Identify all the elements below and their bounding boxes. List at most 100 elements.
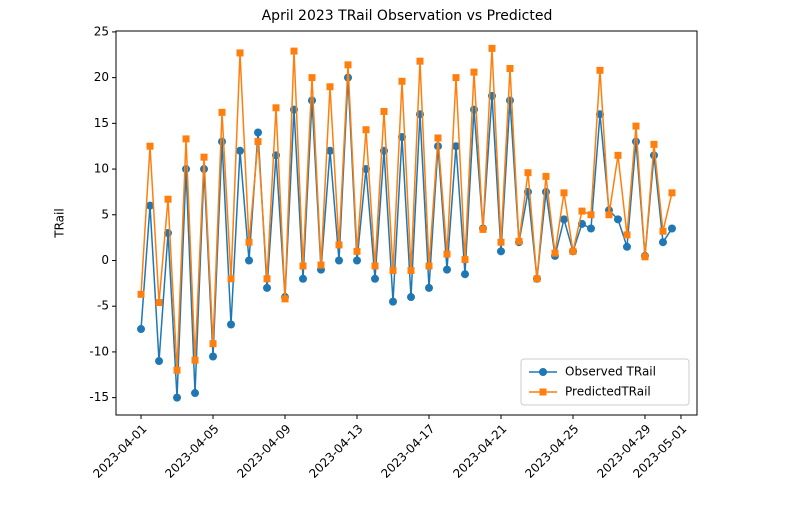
marker: [263, 283, 272, 292]
marker: [560, 189, 568, 197]
y-tick-label: 15: [94, 116, 109, 130]
marker: [137, 290, 145, 298]
marker: [335, 256, 344, 265]
marker: [173, 393, 182, 402]
marker: [461, 256, 469, 264]
marker: [191, 356, 199, 364]
marker: [460, 270, 469, 279]
x-tick-label: 2023-04-05: [162, 422, 221, 481]
y-tick-label: 25: [94, 24, 109, 38]
marker: [290, 47, 298, 55]
y-tick-label: 5: [101, 207, 109, 221]
x-tick-label: 2023-04-01: [90, 422, 149, 481]
marker: [622, 242, 631, 251]
marker: [434, 134, 442, 142]
x-tick-label: 2023-04-25: [522, 422, 581, 481]
marker: [407, 267, 415, 275]
marker: [155, 357, 164, 366]
marker: [425, 262, 433, 270]
x-tick-label: 2023-04-13: [306, 422, 365, 481]
marker: [209, 352, 218, 361]
marker: [424, 283, 433, 292]
marker: [245, 256, 254, 265]
y-tick-label: -15: [89, 390, 109, 404]
marker: [227, 320, 236, 329]
marker: [317, 261, 325, 269]
marker: [173, 366, 181, 374]
marker: [245, 238, 253, 246]
marker: [623, 231, 631, 239]
marker: [353, 247, 361, 255]
marker: [497, 238, 505, 246]
chart-title: April 2023 TRail Observation vs Predicte…: [262, 8, 553, 24]
legend-label: PredictedTRail: [565, 385, 651, 399]
marker: [137, 325, 146, 334]
x-tick-label: 2023-04-17: [378, 422, 437, 481]
marker: [451, 142, 460, 151]
marker: [299, 262, 307, 270]
marker: [515, 237, 523, 245]
y-axis-label: TRail: [53, 208, 67, 238]
marker: [650, 140, 658, 148]
marker: [191, 389, 200, 398]
marker: [299, 274, 308, 283]
marker: [308, 74, 316, 82]
marker: [443, 250, 451, 258]
marker: [416, 57, 424, 65]
marker: [542, 172, 550, 180]
marker: [182, 135, 190, 143]
marker: [667, 224, 676, 233]
marker: [236, 49, 244, 57]
marker: [605, 211, 613, 219]
marker: [398, 77, 406, 85]
marker: [668, 189, 676, 197]
marker: [641, 253, 649, 261]
marker: [263, 275, 271, 283]
marker: [146, 201, 155, 210]
legend-marker: [539, 388, 547, 396]
x-tick-label: 2023-04-09: [234, 422, 293, 481]
marker: [272, 104, 280, 112]
marker: [344, 61, 352, 69]
marker: [254, 138, 262, 146]
marker: [371, 262, 379, 270]
marker: [164, 195, 172, 203]
marker: [308, 96, 317, 105]
y-tick-label: 10: [94, 162, 109, 176]
marker: [227, 275, 235, 283]
marker: [479, 225, 487, 233]
y-tick-label: -10: [89, 344, 109, 358]
marker: [218, 137, 227, 146]
marker: [614, 151, 622, 159]
marker: [578, 207, 586, 215]
axes-frame: [115, 30, 698, 416]
marker: [146, 142, 154, 150]
marker: [362, 126, 370, 134]
marker: [596, 66, 604, 74]
marker: [155, 299, 163, 307]
marker: [506, 64, 514, 72]
marker: [631, 137, 640, 146]
marker: [587, 211, 595, 219]
marker: [505, 96, 514, 105]
legend-marker: [539, 368, 547, 376]
y-tick-label: 0: [101, 253, 109, 267]
marker: [353, 256, 362, 265]
series-line: [140, 77, 673, 398]
marker: [632, 122, 640, 130]
marker: [659, 227, 667, 235]
marker: [380, 107, 388, 115]
marker: [200, 153, 208, 161]
marker: [470, 68, 478, 76]
marker: [236, 146, 245, 155]
marker: [326, 83, 334, 91]
marker: [335, 241, 343, 249]
legend-box: [520, 358, 690, 406]
marker: [406, 293, 415, 302]
marker: [218, 108, 226, 116]
marker: [442, 265, 451, 274]
marker: [551, 249, 559, 257]
marker: [496, 247, 505, 256]
marker: [569, 247, 577, 255]
